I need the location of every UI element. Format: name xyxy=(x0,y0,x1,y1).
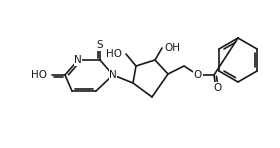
Text: O: O xyxy=(214,83,222,93)
Text: N: N xyxy=(74,55,82,65)
Text: N: N xyxy=(109,70,117,80)
Text: S: S xyxy=(97,40,103,50)
Text: OH: OH xyxy=(164,43,180,53)
Text: HO: HO xyxy=(106,49,122,59)
Text: HO: HO xyxy=(31,70,47,80)
Text: O: O xyxy=(194,70,202,80)
